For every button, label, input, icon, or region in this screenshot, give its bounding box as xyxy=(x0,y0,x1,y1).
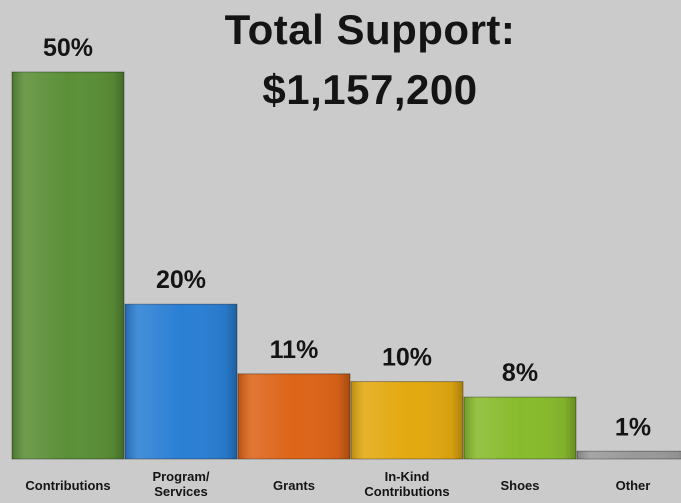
data-label-program-services: 20% xyxy=(156,266,206,294)
data-label-in-kind-contributions: 10% xyxy=(382,344,432,372)
category-label-line: Other xyxy=(616,478,651,493)
category-label-grants: Grants xyxy=(273,478,315,493)
chart-title-line-1: Total Support: xyxy=(224,6,516,53)
category-label-program-services: Program/Services xyxy=(152,469,209,499)
bar-shading-program-services xyxy=(125,304,237,459)
chart-title-line-2: $1,157,200 xyxy=(262,66,478,113)
bar-shading-contributions xyxy=(12,72,124,459)
category-label-line: Contributions xyxy=(25,478,110,493)
category-label-line: Grants xyxy=(273,478,315,493)
data-label-grants: 11% xyxy=(270,336,319,364)
category-label-line: Contributions xyxy=(364,484,449,499)
bar-shading-grants xyxy=(238,373,350,459)
category-label-line: Program/ xyxy=(152,469,209,484)
bar-shading-in-kind-contributions xyxy=(351,381,463,459)
category-label-in-kind-contributions: In-Kind Contributions xyxy=(364,469,449,499)
bar-shading-other xyxy=(577,451,681,459)
category-label-contributions: Contributions xyxy=(25,478,110,493)
category-label-shoes: Shoes xyxy=(500,478,539,493)
category-label-line: Shoes xyxy=(500,478,539,493)
category-label-other: Other xyxy=(616,478,651,493)
category-label-line: Services xyxy=(154,484,208,499)
bar-shading-shoes xyxy=(464,397,576,459)
data-label-other: 1% xyxy=(615,413,651,441)
data-label-shoes: 8% xyxy=(502,359,538,387)
category-label-line: In-Kind xyxy=(385,469,430,484)
data-label-contributions: 50% xyxy=(43,34,93,62)
